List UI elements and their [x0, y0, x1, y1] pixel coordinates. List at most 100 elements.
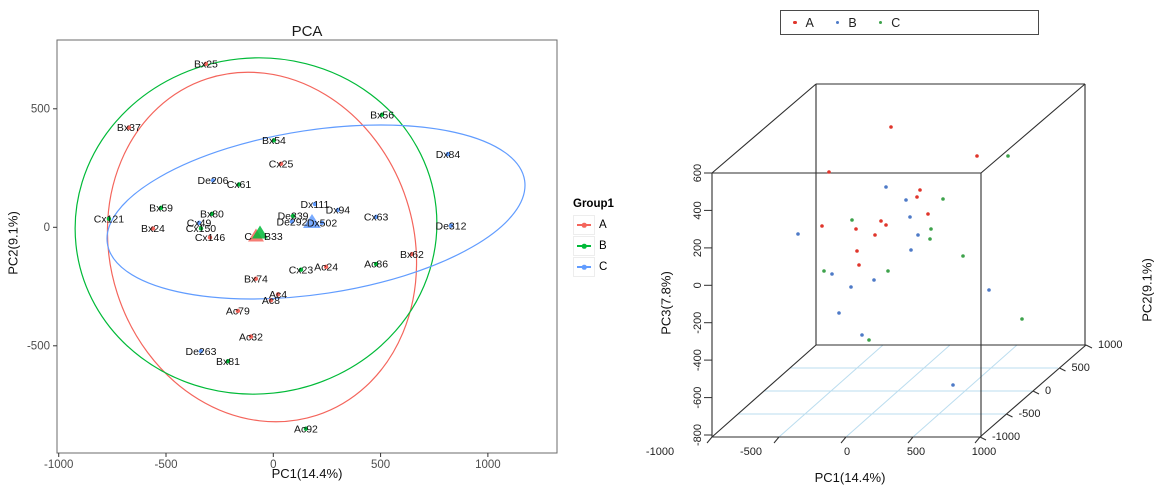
scatter3d-point — [961, 254, 965, 258]
x3d-tick-label: 1000 — [972, 446, 996, 458]
sample-label-Ac92: Ac92 — [294, 423, 318, 435]
scatter3d-point — [884, 223, 888, 227]
left-y-axis-title: PC2(9.1%) — [5, 211, 21, 275]
sample-label-Dx111: Dx111 — [301, 199, 330, 211]
y3d-tick-label: 500 — [1072, 362, 1090, 374]
sample-label-De339: De339 — [278, 211, 309, 223]
x3d-tick-label: 500 — [907, 446, 925, 458]
x3d-tick-mark — [706, 436, 713, 444]
sample-point-Bx62 — [409, 251, 415, 257]
z3d-tick-label: -600 — [692, 387, 704, 409]
x-tick-label: -500 — [154, 459, 177, 471]
sample-label-Bx62: Bx62 — [400, 249, 424, 261]
left-legend-key-icon — [573, 257, 595, 277]
scatter3d-point — [987, 288, 991, 292]
sample-point-De263 — [198, 349, 204, 354]
legend-dot-icon — [581, 264, 587, 270]
y3d-tick-label: -1000 — [992, 431, 1020, 443]
sample-label-Ac4: Ac4 — [269, 289, 287, 301]
sample-label-Cx121: Cx121 — [94, 213, 125, 225]
floor-grid-line — [845, 344, 951, 438]
sample-label-Bx59: Bx59 — [149, 203, 173, 215]
left-legend-item-A: A — [573, 215, 614, 235]
sample-point-Bx59 — [158, 205, 164, 211]
right-x-axis-title: PC1(14.4%) — [814, 470, 886, 485]
x-tick-label: 1000 — [475, 459, 501, 471]
sample-point-Ac24 — [323, 264, 329, 270]
z3d-tick-label: 200 — [692, 239, 704, 257]
sample-label-Cx146: Cx146 — [195, 232, 226, 244]
sample-label-Ac86: Ac86 — [364, 259, 388, 271]
right-z-axis-title: PC3(7.8%) — [658, 271, 674, 335]
y-tick-label: 0 — [44, 222, 50, 234]
sample-point-Ac79 — [235, 308, 241, 314]
sample-point-Bx54 — [271, 138, 277, 143]
sample-label-Ac32: Ac32 — [239, 331, 263, 343]
sample-point-Dx94 — [335, 207, 341, 213]
sample-point-Ac92 — [303, 426, 309, 431]
left-legend-label: C — [599, 261, 608, 273]
scatter3d-point — [909, 248, 913, 252]
sample-label-De312: De312 — [435, 220, 466, 232]
confidence-ellipse-C — [106, 124, 526, 300]
right-legend-item-B: B — [835, 15, 857, 30]
sample-label-Cx23: Cx23 — [289, 264, 314, 276]
sample-label-Cx63: Cx63 — [364, 212, 389, 224]
sample-point-Cx25 — [278, 161, 284, 166]
sample-point-Cx121 — [106, 216, 112, 221]
sample-point-Cx23 — [298, 267, 304, 272]
centroid-triangle-B — [252, 225, 268, 239]
scatter3d-point — [873, 233, 877, 237]
legend-dot-icon — [793, 20, 797, 25]
sample-label-Bx81: Bx81 — [216, 356, 240, 368]
y3d-tick-mark — [1006, 413, 1013, 418]
sample-point-Ac86 — [373, 261, 379, 267]
sample-label-Ac79: Ac79 — [226, 306, 250, 318]
scatter3d-point — [854, 227, 858, 231]
box-edge — [980, 83, 1086, 174]
z3d-tick-label: -200 — [692, 312, 704, 334]
z3d-tick-label: -400 — [692, 349, 704, 371]
scatter3d-point — [850, 218, 854, 222]
scatter3d-point — [879, 219, 883, 223]
sample-label-Cx150: Cx150 — [186, 223, 217, 235]
scatter3d-point — [867, 338, 871, 342]
x3d-tick-mark — [907, 436, 914, 444]
right-legend-label: B — [848, 15, 857, 30]
z3d-tick-label: 0 — [692, 282, 704, 288]
sample-point-Bx24 — [150, 226, 156, 231]
y3d-tick-label: 0 — [1045, 385, 1051, 397]
scatter3d-point — [820, 224, 824, 228]
scatter3d-point — [872, 278, 876, 282]
sample-label-Cx61: Cx61 — [227, 179, 252, 191]
floor-grid-line — [778, 344, 884, 438]
scatter3d-point — [857, 263, 861, 267]
scatter3d-point — [822, 269, 826, 273]
scatter3d-point — [827, 170, 831, 174]
sample-label-Bx80: Bx80 — [200, 208, 224, 220]
scatter3d-point — [926, 212, 930, 216]
x3d-tick-mark — [773, 436, 780, 444]
scatter3d-point — [860, 333, 864, 337]
sample-label-Dx84: Dx84 — [436, 149, 461, 161]
z3d-tick-label: 400 — [692, 201, 704, 219]
x3d-tick-mark — [840, 436, 847, 444]
scatter3d-point — [1006, 154, 1010, 158]
x3d-tick-mark — [974, 436, 981, 444]
sample-label-Dx502: Dx502 — [307, 217, 338, 229]
scatter3d-point — [918, 188, 922, 192]
left-legend-title: Group1 — [573, 198, 614, 210]
y3d-tick-mark — [1085, 344, 1093, 349]
scatter3d-point — [855, 249, 859, 253]
left-legend-label: A — [599, 219, 607, 231]
sample-point-Bx81 — [225, 359, 231, 364]
z3d-tick-label: 600 — [692, 164, 704, 182]
legend-dot-icon — [878, 20, 883, 25]
centroid-cluster-text-right: B33 — [264, 231, 283, 243]
sample-label-De292: De292 — [276, 216, 307, 228]
left-legend-label: B — [599, 240, 607, 252]
scatter3d-point — [928, 237, 932, 241]
centroid-cluster-text-left: C — [244, 231, 252, 243]
